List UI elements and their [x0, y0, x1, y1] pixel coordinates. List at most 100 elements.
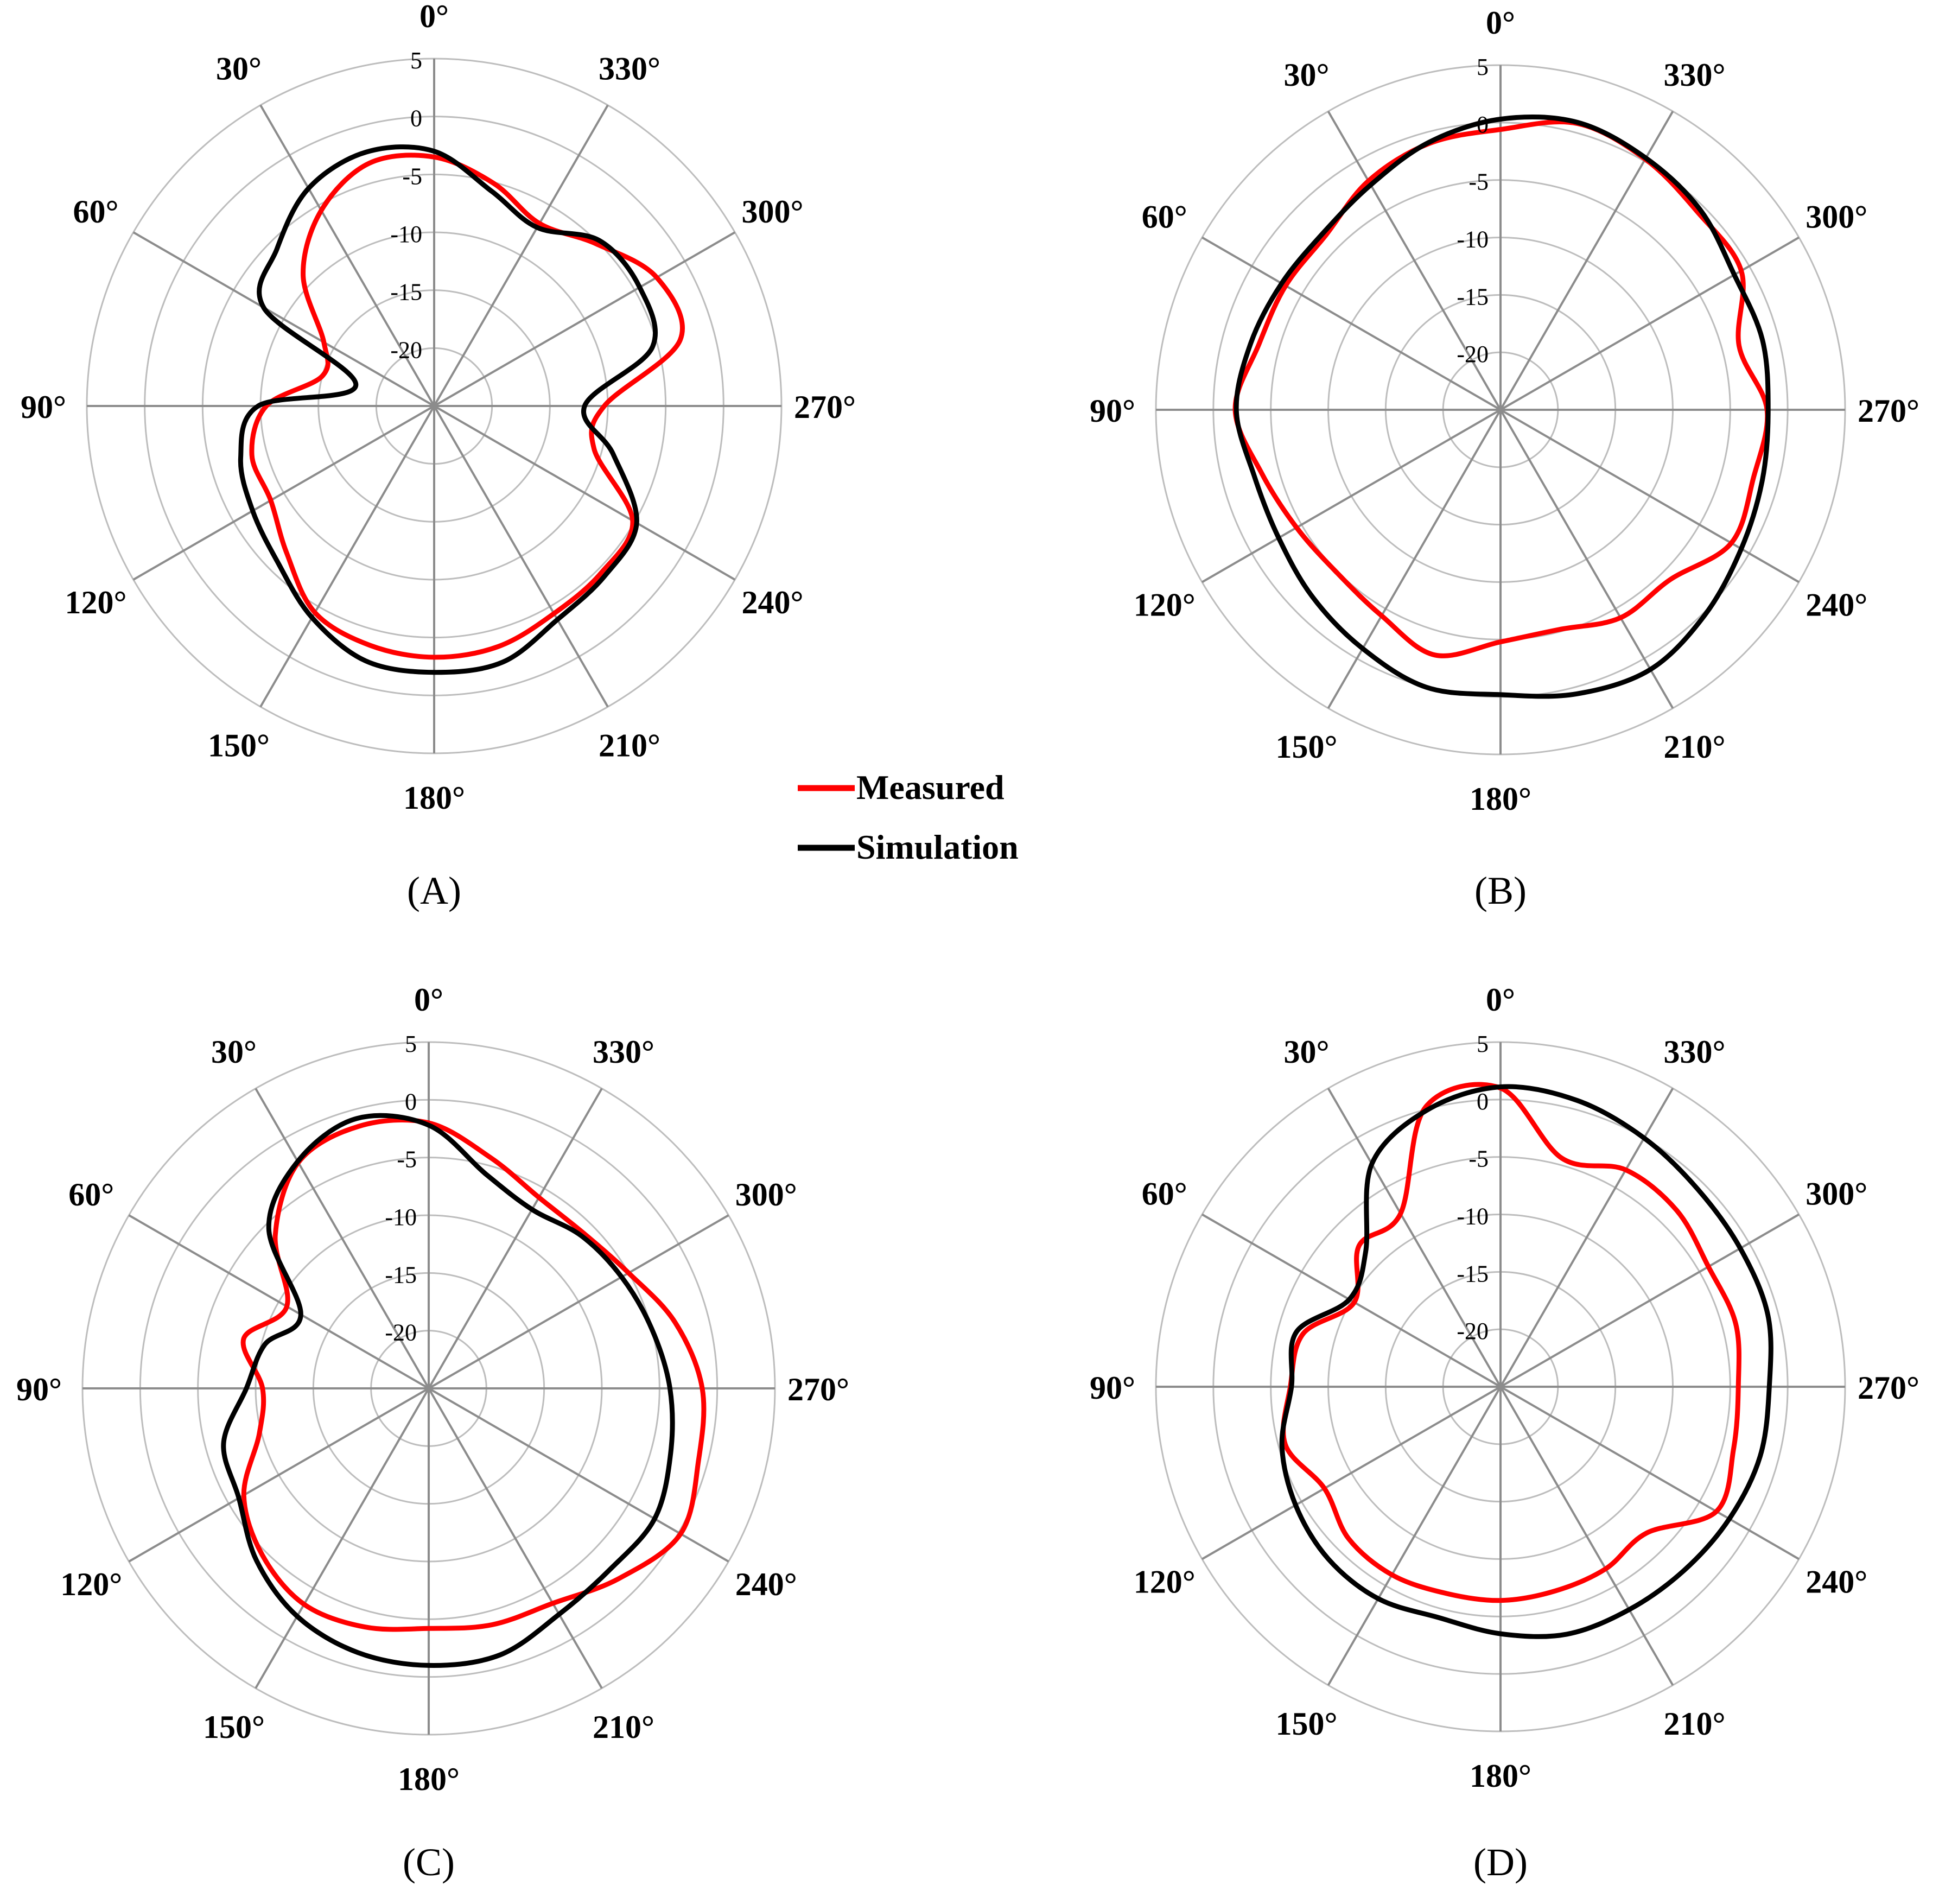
grid-spoke: [259, 405, 435, 708]
grid-spoke: [1327, 111, 1502, 410]
angle-label: 120°: [1134, 587, 1196, 623]
grid-spoke: [433, 405, 736, 581]
radial-tick-label: 0: [410, 105, 422, 132]
angle-label: 60°: [68, 1177, 114, 1213]
grid-spoke: [255, 1387, 430, 1689]
angle-label: 300°: [1806, 1176, 1867, 1212]
grid-spoke: [132, 405, 435, 581]
grid-spoke: [1499, 1386, 1674, 1686]
radial-tick-label: 0: [1477, 111, 1489, 138]
angle-label: 90°: [1090, 393, 1135, 429]
grid-spoke: [433, 231, 736, 407]
polar-panel-d: 5 0 -5 -10 -15 -20 0° 30° 60° 90° 120° 150° 180° 210°…: [1090, 982, 1919, 1884]
angle-label: 30°: [211, 1034, 257, 1070]
angle-label: 240°: [735, 1566, 797, 1602]
angle-label: 150°: [208, 728, 270, 764]
angle-label: 330°: [599, 50, 660, 86]
series-line-measured: [249, 153, 685, 660]
grid-spoke: [259, 104, 435, 407]
panel-label-d: (D): [1473, 1840, 1528, 1884]
angle-label: 120°: [65, 585, 126, 620]
radial-tick-label: 5: [1477, 54, 1489, 80]
grid-spoke: [1499, 1088, 1674, 1387]
radial-tick-label: 0: [1477, 1088, 1489, 1115]
angle-label: 180°: [1470, 781, 1531, 817]
series-line-simulation: [1279, 1084, 1773, 1639]
radial-tick-label: 0: [405, 1088, 417, 1115]
angle-label: 330°: [593, 1034, 654, 1070]
angle-label: 30°: [216, 50, 262, 86]
series-line-measured: [240, 1118, 707, 1632]
grid-spoke: [128, 1387, 430, 1563]
angle-label: 300°: [735, 1177, 797, 1213]
radial-tick-label: -20: [385, 1319, 417, 1346]
legend-label-measured: Measured: [856, 768, 1005, 807]
angle-label: 210°: [593, 1709, 654, 1745]
angle-label: 180°: [403, 780, 465, 816]
angle-label: 60°: [1142, 1176, 1187, 1212]
radial-tick-label: -20: [390, 337, 422, 363]
grid-spoke: [1499, 1213, 1800, 1388]
radial-tick-label: -15: [1457, 283, 1489, 310]
radial-tick-label: 5: [405, 1031, 417, 1057]
radial-tick-label: -20: [1457, 341, 1489, 367]
grid-spoke: [132, 231, 435, 407]
grid-spoke: [128, 1214, 430, 1389]
grid-spoke: [1327, 1386, 1502, 1686]
radial-tick-label: -5: [1468, 1146, 1489, 1172]
angle-label: 0°: [1486, 982, 1515, 1018]
radial-tick-label: -15: [390, 279, 422, 306]
angle-label: 60°: [1142, 199, 1187, 235]
series-line-simulation: [238, 144, 658, 675]
radial-tick-label: 5: [1477, 1031, 1489, 1057]
panel-label-b: (B): [1474, 869, 1527, 912]
polar-panel-a: 5 0 -5 -10 -15 -20 0° 30° 60° 90° 120° 150° 180° 210°…: [21, 0, 856, 912]
angle-label: 150°: [1276, 729, 1338, 765]
angle-label: 150°: [1276, 1706, 1338, 1742]
legend: Measured Simulation: [798, 768, 1019, 866]
angle-label: 90°: [16, 1372, 62, 1407]
angle-label: 90°: [1090, 1370, 1135, 1406]
radial-tick-label: -10: [390, 221, 422, 247]
angle-label: 240°: [1806, 1564, 1867, 1600]
series-line-simulation: [1234, 114, 1771, 699]
series-line-simulation: [221, 1113, 675, 1668]
grid-spoke: [1499, 236, 1800, 411]
polar-panel-c: 5 0 -5 -10 -15 -20 0° 30° 60° 90° 120° 150° 180° 210°…: [16, 982, 849, 1884]
angle-label: 30°: [1284, 1034, 1330, 1070]
angle-label: 330°: [1664, 57, 1726, 93]
polar-panel-b: 5 0 -5 -10 -15 -20 0° 30° 60° 90° 120° 150° 180° 210°…: [1090, 5, 1919, 912]
angle-label: 0°: [1486, 5, 1515, 41]
angle-label: 210°: [599, 728, 660, 764]
radial-tick-label: -5: [1468, 169, 1489, 195]
grid-spoke: [433, 405, 609, 708]
grid-spoke: [428, 1088, 603, 1389]
panel-label-c: (C): [403, 1840, 455, 1884]
angle-label: 210°: [1664, 729, 1726, 765]
angle-label: 240°: [742, 585, 804, 620]
radial-tick-label: -5: [397, 1146, 417, 1173]
grid-spoke: [255, 1088, 430, 1389]
radial-tick-label: -10: [385, 1204, 417, 1230]
angle-label: 270°: [1858, 1370, 1919, 1406]
angle-label: 270°: [794, 389, 856, 425]
angle-label: 300°: [742, 194, 804, 230]
angle-label: 270°: [1858, 393, 1919, 429]
radial-tick-label: -10: [1457, 226, 1489, 253]
angle-label: 180°: [398, 1761, 460, 1797]
radial-tick-label: -5: [402, 163, 422, 189]
angle-label: 330°: [1664, 1034, 1726, 1070]
angle-label: 90°: [21, 389, 66, 425]
angle-label: 180°: [1470, 1758, 1531, 1794]
grid-spoke: [1327, 409, 1502, 709]
angle-label: 0°: [414, 982, 443, 1018]
angle-label: 120°: [1134, 1564, 1196, 1600]
angle-label: 120°: [60, 1566, 122, 1602]
angle-label: 270°: [787, 1372, 849, 1407]
grid-spoke: [1201, 1386, 1502, 1560]
radial-tick-label: -10: [1457, 1203, 1489, 1230]
grid-spoke: [1201, 409, 1502, 583]
radial-tick-label: -15: [1457, 1260, 1489, 1287]
grid-spoke: [1499, 1386, 1800, 1560]
